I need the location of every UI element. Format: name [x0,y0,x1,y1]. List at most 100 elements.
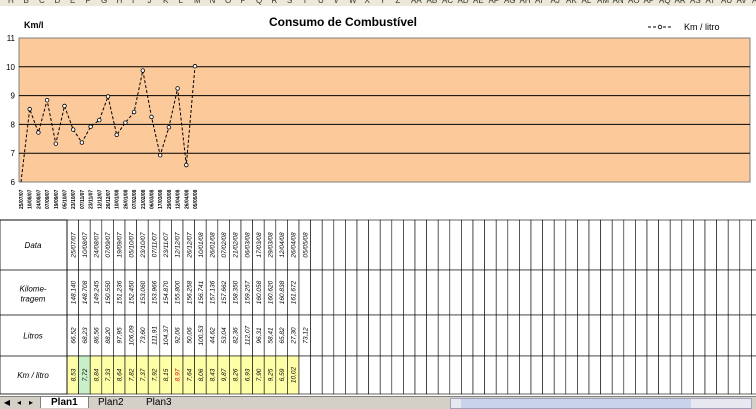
table-cell[interactable] [553,269,567,316]
column-letter[interactable]: U [318,0,324,5]
table-cell[interactable] [658,219,671,271]
table-cell[interactable] [577,219,590,271]
column-letter[interactable]: AQ [659,0,671,5]
table-cell[interactable] [646,269,659,316]
column-letter[interactable]: G [101,0,108,5]
table-cell[interactable] [600,219,613,271]
table-cell[interactable] [588,314,601,357]
table-cell[interactable] [716,355,729,395]
column-letter[interactable]: R [271,0,278,5]
first-sheet-icon[interactable]: ◀ [3,398,11,407]
table-cell[interactable] [356,269,369,316]
column-letter[interactable]: AD [457,0,469,5]
table-cell[interactable] [333,314,346,357]
table-cell[interactable] [461,314,474,357]
column-letter[interactable]: AR [674,0,686,5]
table-cell[interactable] [611,314,625,357]
table-cell[interactable] [681,355,694,395]
column-letter[interactable]: AN [612,0,624,5]
table-cell[interactable] [379,269,393,316]
table-cell[interactable] [600,269,613,316]
table-cell[interactable] [693,355,706,395]
table-cell[interactable] [565,219,578,271]
table-cell[interactable] [669,355,683,395]
table-cell[interactable] [704,314,717,357]
table-cell[interactable] [310,314,323,357]
table-cell[interactable] [310,269,323,316]
table-cell[interactable] [669,219,683,271]
table-cell[interactable] [391,269,404,316]
table-cell[interactable] [495,219,509,271]
table-cell[interactable] [611,269,625,316]
column-letter[interactable]: J [147,0,152,5]
column-letter[interactable]: M [194,0,201,5]
table-cell[interactable] [437,355,451,395]
column-letter[interactable]: AF [488,0,499,5]
table-cell[interactable] [437,219,451,271]
table-cell[interactable] [495,355,509,395]
table-cell[interactable] [611,219,625,271]
table-cell[interactable] [669,314,683,357]
table-cell[interactable] [635,219,648,271]
table-cell[interactable] [345,314,358,357]
column-letter[interactable]: AC [442,0,454,5]
table-cell[interactable] [635,314,648,357]
table-cell[interactable] [727,314,741,357]
table-cell[interactable] [704,269,717,316]
table-cell[interactable] [403,269,416,316]
table-cell[interactable] [345,219,358,271]
table-cell[interactable] [345,355,358,395]
table-cell[interactable] [693,269,706,316]
table-cell[interactable] [356,355,369,395]
table-cell[interactable] [542,355,555,395]
table-cell[interactable] [635,269,648,316]
table-cell[interactable] [391,355,404,395]
column-letter[interactable]: H [116,0,123,5]
table-cell[interactable] [635,355,648,395]
table-cell[interactable] [368,219,381,271]
table-cell[interactable] [565,269,578,316]
column-letter[interactable]: K [163,0,169,5]
tab-plan2[interactable]: Plan2 [98,397,124,408]
table-cell[interactable] [461,219,474,271]
table-cell[interactable] [565,355,578,395]
table-cell[interactable] [321,219,335,271]
table-cell[interactable] [507,314,520,357]
table-cell[interactable] [693,314,706,357]
table-cell[interactable] [356,219,369,271]
table-cell[interactable] [426,219,439,271]
column-letter[interactable]: T [302,0,308,5]
table-cell[interactable] [751,314,756,357]
column-letter[interactable]: AG [504,0,516,5]
table-cell[interactable] [333,269,346,316]
table-cell[interactable] [716,219,729,271]
table-cell[interactable] [356,314,369,357]
table-cell[interactable] [519,219,532,271]
table-cell[interactable] [368,314,381,357]
table-cell[interactable] [542,314,555,357]
table-cell[interactable] [739,269,752,316]
table-cell[interactable] [623,314,636,357]
table-cell[interactable] [391,219,404,271]
table-cell[interactable] [461,355,474,395]
table-cell[interactable] [530,314,543,357]
table-cell[interactable] [588,355,601,395]
table-cell[interactable] [426,355,439,395]
column-letter[interactable]: AS [690,0,701,5]
next-sheet-icon[interactable]: ▸ [28,398,33,407]
table-cell[interactable] [333,355,346,395]
column-letter[interactable]: P [240,0,246,5]
table-cell[interactable] [379,314,393,357]
table-cell[interactable] [414,269,427,316]
table-cell[interactable] [704,355,717,395]
table-cell[interactable] [588,269,601,316]
table-cell[interactable] [623,269,636,316]
table-cell[interactable] [426,314,439,357]
scrollbar-thumb[interactable] [461,399,691,408]
column-letter[interactable]: Y [380,0,386,5]
table-cell[interactable] [368,269,381,316]
table-cell[interactable] [472,355,485,395]
table-cell[interactable] [321,314,335,357]
column-letter[interactable]: C [39,0,45,5]
table-cell[interactable] [495,314,509,357]
